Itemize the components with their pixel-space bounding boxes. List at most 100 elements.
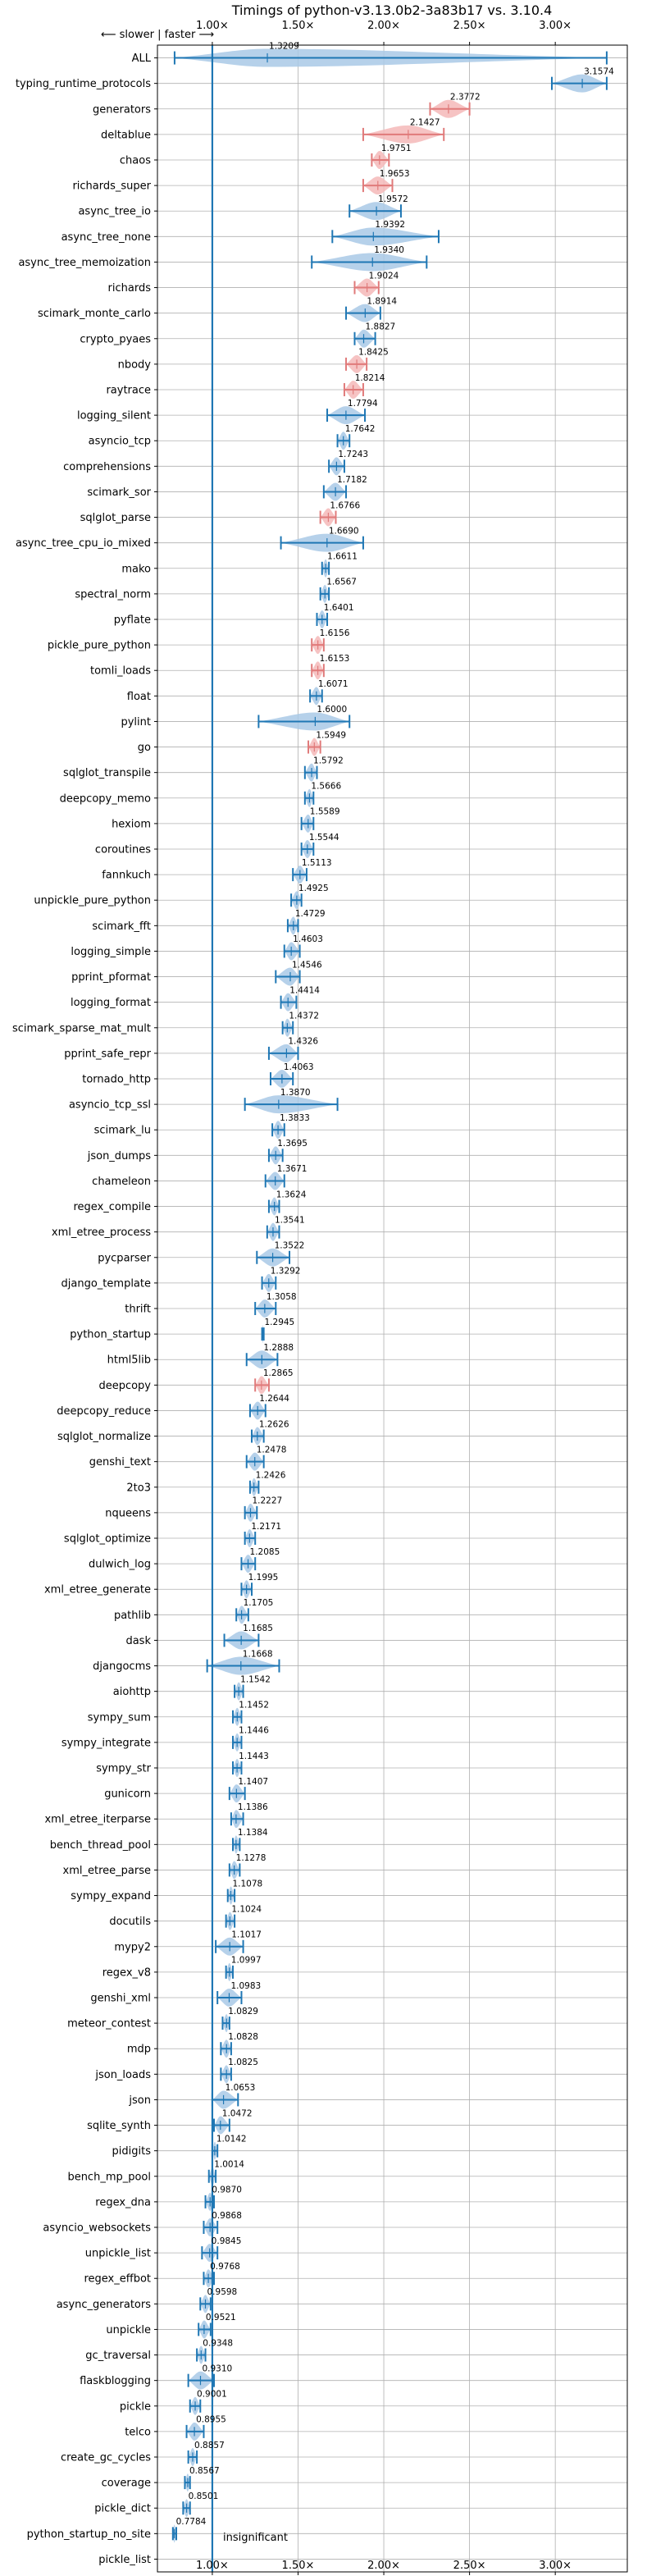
- category-label: flaskblogging: [80, 2375, 151, 2387]
- category-label: pprint_pformat: [71, 971, 151, 984]
- category-label: meteor_contest: [67, 2018, 151, 2030]
- category-label: go: [138, 742, 151, 754]
- category-label: sqlglot_normalize: [57, 1431, 151, 1443]
- category-label: deepcopy_memo: [60, 792, 151, 805]
- value-label: 1.4372: [289, 1012, 319, 1021]
- category-label: chaos: [120, 155, 151, 167]
- x-tick-label-bottom: 1.00×: [196, 2560, 229, 2572]
- value-label: 1.9340: [374, 245, 404, 255]
- value-label: 1.3209: [269, 41, 299, 51]
- value-label: 1.1446: [239, 1726, 269, 1736]
- value-label: 1.4326: [288, 1037, 318, 1047]
- value-label: 1.1705: [244, 1598, 274, 1608]
- plot-frame: [157, 44, 628, 2573]
- value-label: 1.5544: [309, 833, 339, 843]
- value-label: 1.0472: [222, 2108, 253, 2118]
- category-label: fannkuch: [102, 870, 151, 882]
- category-label: sqlite_synth: [87, 2120, 151, 2132]
- category-label: unpickle_pure_python: [34, 895, 151, 907]
- category-label: aiohttp: [113, 1686, 151, 1698]
- value-label: 1.2171: [251, 1522, 281, 1532]
- value-label: 0.9001: [197, 2390, 227, 2400]
- category-label: deepcopy_reduce: [57, 1405, 151, 1418]
- value-label: 1.1542: [240, 1674, 271, 1684]
- x-tick-label-bottom: 3.00×: [539, 2560, 572, 2572]
- value-label: 3.1574: [584, 66, 614, 76]
- category-label: hexiom: [112, 818, 151, 830]
- value-label: 1.6156: [320, 628, 350, 638]
- value-label: 1.7642: [345, 424, 376, 434]
- category-label: richards_super: [72, 180, 151, 193]
- category-label: sqlglot_transpile: [63, 767, 151, 779]
- category-label: pprint_safe_repr: [64, 1048, 151, 1060]
- value-label: 1.1668: [243, 1649, 273, 1659]
- category-label: xml_etree_iterparse: [44, 1814, 151, 1826]
- value-label: 0.9598: [207, 2287, 238, 2297]
- value-label: 1.9572: [378, 194, 408, 204]
- category-label: python_startup: [70, 1329, 151, 1341]
- category-label: nqueens: [105, 1507, 151, 1519]
- category-label: scimark_fft: [92, 920, 151, 933]
- category-label: sympy_expand: [71, 1890, 151, 1902]
- value-label: 1.6567: [326, 578, 357, 587]
- value-label: 1.6153: [320, 654, 350, 664]
- category-label: scimark_sor: [87, 486, 151, 499]
- value-label: 1.2227: [252, 1496, 282, 1506]
- value-label: 1.2644: [259, 1394, 289, 1404]
- value-label: 0.9870: [212, 2185, 242, 2195]
- value-label: 1.3870: [280, 1088, 311, 1098]
- value-label: 1.1407: [238, 1777, 268, 1787]
- category-label: logging_simple: [71, 946, 151, 958]
- value-label: 0.7784: [176, 2517, 207, 2527]
- category-label: json: [128, 2094, 151, 2107]
- category-label: xml_etree_process: [52, 1226, 151, 1239]
- category-label: sympy_sum: [88, 1711, 151, 1724]
- category-label: tomli_loads: [90, 665, 151, 678]
- chart-title: Timings of python-v3.13.0b2-3a83b17 vs. …: [231, 2, 553, 18]
- value-label: 1.0997: [231, 1956, 262, 1966]
- category-label: mako: [121, 563, 151, 575]
- category-label: pylint: [121, 716, 151, 728]
- category-label: sqlglot_parse: [80, 512, 151, 524]
- category-label: bench_thread_pool: [50, 1839, 151, 1852]
- value-label: 1.9653: [380, 169, 410, 179]
- category-label: docutils: [109, 1916, 151, 1928]
- value-label: 1.6690: [329, 526, 359, 536]
- category-label: tornado_http: [82, 1074, 151, 1086]
- value-label: 0.8501: [189, 2492, 219, 2501]
- category-label: dask: [125, 1635, 151, 1647]
- value-label: 1.0828: [228, 2032, 258, 2042]
- category-label: comprehensions: [63, 461, 151, 473]
- category-label: create_gc_cycles: [61, 2452, 151, 2464]
- x-tick-label-top: 2.50×: [453, 20, 486, 32]
- x-tick-label-bottom: 1.50×: [282, 2560, 315, 2572]
- category-label: coroutines: [95, 844, 151, 856]
- value-label: 0.9868: [212, 2211, 242, 2221]
- value-label: 1.6000: [317, 705, 347, 715]
- value-label: 1.6611: [327, 552, 358, 562]
- category-label: bench_mp_pool: [67, 2171, 151, 2183]
- value-label: 1.4414: [289, 985, 320, 995]
- value-label: 0.9768: [210, 2262, 240, 2272]
- value-label: 1.1017: [231, 1930, 262, 1940]
- value-label: 1.3292: [271, 1267, 301, 1277]
- value-label: 1.0983: [230, 1981, 261, 1991]
- value-label: 1.9392: [375, 220, 405, 230]
- category-label: python_startup_no_site: [27, 2528, 151, 2541]
- value-label: 1.0825: [228, 2058, 258, 2067]
- category-label: pycparser: [98, 1252, 151, 1264]
- category-label: typing_runtime_protocols: [16, 78, 151, 90]
- category-label: unpickle_list: [85, 2248, 151, 2260]
- value-label: 1.3058: [266, 1292, 297, 1302]
- value-label: 1.3833: [280, 1113, 310, 1123]
- value-label: 1.0829: [228, 2007, 258, 2016]
- value-label: 1.8425: [358, 348, 389, 358]
- category-label: regex_compile: [73, 1201, 151, 1213]
- value-label: 0.9845: [212, 2236, 242, 2246]
- value-label: 1.3624: [276, 1190, 307, 1199]
- value-label: 1.7243: [338, 450, 368, 459]
- category-label: async_tree_cpu_io_mixed: [16, 537, 151, 550]
- category-label: asyncio_websockets: [43, 2222, 151, 2235]
- value-label: 1.5589: [310, 807, 340, 817]
